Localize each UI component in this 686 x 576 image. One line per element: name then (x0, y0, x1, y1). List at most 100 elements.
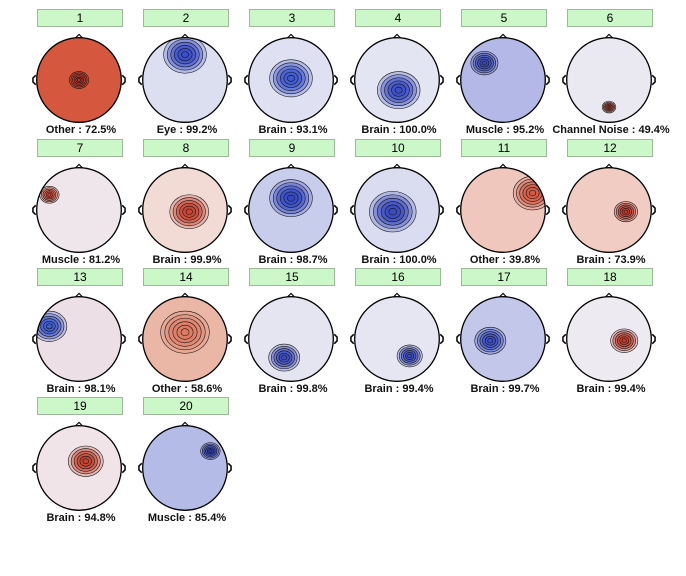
ear-marker (562, 333, 567, 345)
ear-marker (456, 333, 461, 345)
component-number-button[interactable]: 13 (37, 268, 123, 286)
scalp-outline (36, 296, 122, 382)
component-cell: 20 Muscle : 85.4% (138, 397, 250, 527)
contour-line (287, 74, 295, 82)
classification-label: Brain : 100.0% (361, 124, 437, 136)
scalp-topography-map[interactable] (562, 163, 656, 257)
component-number-button[interactable]: 14 (143, 268, 229, 286)
classification-label: Brain : 98.7% (258, 254, 328, 266)
ear-marker (439, 74, 444, 86)
ear-marker (244, 333, 249, 345)
scalp-topography-map[interactable] (350, 292, 444, 386)
ear-marker (32, 204, 37, 216)
scalp-outline (354, 37, 440, 123)
scalp-topography-map[interactable] (32, 163, 126, 257)
contour-line (185, 208, 193, 215)
component-number-button[interactable]: 2 (143, 9, 229, 27)
scalp-topography-map[interactable] (350, 163, 444, 257)
ear-marker (333, 204, 338, 216)
scalp-topography-map[interactable] (32, 33, 126, 127)
component-number-button[interactable]: 9 (249, 139, 335, 157)
scalp-topography-map[interactable] (138, 421, 232, 515)
classification-label: Other : 72.5% (45, 124, 117, 136)
scalp-topography-map[interactable] (138, 292, 232, 386)
scalp-topography-map[interactable] (138, 163, 232, 257)
component-cell: 17 Brain : 99.7% (456, 268, 568, 398)
component-number-button[interactable]: 20 (143, 397, 229, 415)
component-number-button[interactable]: 5 (461, 9, 547, 27)
component-number-button[interactable]: 19 (37, 397, 123, 415)
ear-marker (138, 204, 143, 216)
ear-marker (32, 333, 37, 345)
ear-marker (350, 333, 355, 345)
component-number-button[interactable]: 3 (249, 9, 335, 27)
component-cell: 16 Brain : 99.4% (350, 268, 462, 398)
component-cell: 6 Channel Noise : 49.4% (552, 9, 674, 139)
contour-line (388, 208, 397, 216)
scalp-outline (460, 167, 546, 253)
scalp-outline (566, 296, 652, 382)
ear-marker (32, 74, 37, 86)
scalp-topography-map[interactable] (32, 421, 126, 515)
scalp-topography-map[interactable] (32, 292, 126, 386)
component-number-button[interactable]: 15 (249, 268, 335, 286)
ear-marker (121, 462, 126, 474)
component-number-button[interactable]: 4 (355, 9, 441, 27)
ear-marker (138, 462, 143, 474)
component-cell: 4 Brain : 100.0% (350, 9, 462, 139)
contour-line (287, 194, 295, 202)
contour-line (394, 86, 403, 94)
classification-label: Brain : 98.1% (46, 383, 116, 395)
scalp-background (566, 296, 652, 382)
component-number-button[interactable]: 17 (461, 268, 547, 286)
scalp-topography-map[interactable] (456, 163, 550, 257)
component-number-button[interactable]: 10 (355, 139, 441, 157)
component-cell: 3 Brain : 93.1% (244, 9, 356, 139)
contour-line (180, 328, 190, 337)
scalp-outline (248, 37, 334, 123)
contour-line (82, 458, 89, 465)
classification-label: Muscle : 85.4% (147, 512, 227, 524)
scalp-topography-map[interactable] (562, 33, 656, 127)
scalp-outline (354, 296, 440, 382)
scalp-topography-map[interactable] (138, 33, 232, 127)
ear-marker (545, 74, 550, 86)
component-number-button[interactable]: 18 (567, 268, 653, 286)
contour-line (208, 449, 213, 453)
component-number-button[interactable]: 1 (37, 9, 123, 27)
contour-line (181, 51, 189, 59)
scalp-background (36, 296, 122, 382)
component-number-button[interactable]: 11 (461, 139, 547, 157)
contour-line (407, 353, 413, 359)
component-cell: 13 Brain : 98.1% (32, 268, 144, 398)
contour-line (607, 105, 611, 109)
classification-label: Brain : 93.1% (258, 124, 328, 136)
scalp-topography-map[interactable] (244, 33, 338, 127)
component-number-button[interactable]: 12 (567, 139, 653, 157)
scalp-background (354, 296, 440, 382)
ear-marker (138, 74, 143, 86)
scalp-topography-map[interactable] (456, 292, 550, 386)
scalp-outline (566, 167, 652, 253)
ear-marker (439, 204, 444, 216)
scalp-topography-map[interactable] (562, 292, 656, 386)
scalp-outline (248, 167, 334, 253)
ear-marker (138, 333, 143, 345)
component-number-button[interactable]: 6 (567, 9, 653, 27)
scalp-outline (36, 167, 122, 253)
scalp-topography-map[interactable] (350, 33, 444, 127)
scalp-topography-map[interactable] (244, 163, 338, 257)
scalp-outline (142, 37, 228, 123)
component-number-button[interactable]: 16 (355, 268, 441, 286)
classification-label: Muscle : 81.2% (41, 254, 121, 266)
scalp-topography-map[interactable] (244, 292, 338, 386)
scalp-background (36, 167, 122, 253)
scalp-outline (354, 167, 440, 253)
scalp-topography-map[interactable] (456, 33, 550, 127)
component-cell: 18 Brain : 99.4% (562, 268, 674, 398)
component-number-button[interactable]: 8 (143, 139, 229, 157)
scalp-outline (460, 37, 546, 123)
classification-label: Other : 39.8% (469, 254, 541, 266)
component-number-button[interactable]: 7 (37, 139, 123, 157)
ear-marker (121, 74, 126, 86)
